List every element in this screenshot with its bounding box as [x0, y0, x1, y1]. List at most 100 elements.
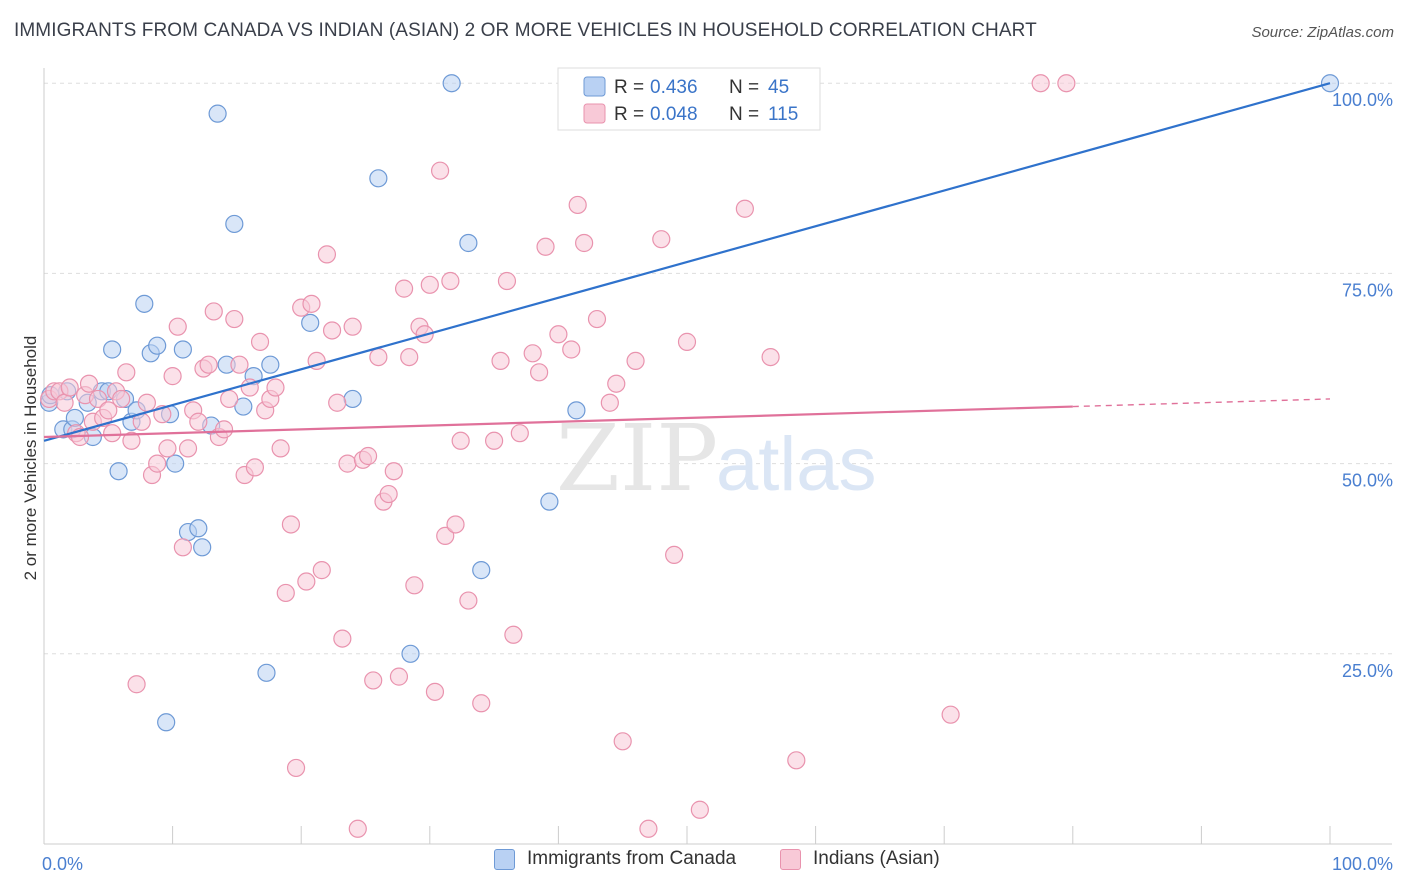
point-indian[interactable] [510, 424, 529, 443]
point-canada[interactable] [173, 340, 192, 359]
point-indian[interactable] [568, 195, 587, 215]
point-indian[interactable] [665, 545, 684, 565]
point-indian[interactable] [230, 355, 249, 374]
point-indian[interactable] [451, 431, 470, 450]
point-canada[interactable] [208, 104, 227, 123]
point-canada[interactable] [234, 397, 253, 416]
point-canada[interactable] [189, 519, 208, 538]
point-indian[interactable] [312, 561, 331, 580]
point-indian[interactable] [178, 439, 198, 458]
point-indian[interactable] [137, 393, 156, 412]
point-indian[interactable] [425, 682, 445, 701]
point-indian[interactable] [333, 629, 352, 648]
point-indian[interactable] [286, 758, 306, 778]
point-indian[interactable] [122, 431, 141, 450]
point-indian[interactable] [276, 583, 295, 603]
point-canada[interactable] [459, 233, 478, 253]
point-canada[interactable] [166, 454, 185, 473]
point-indian[interactable] [389, 667, 409, 686]
point-indian[interactable] [400, 347, 419, 367]
point-indian[interactable] [491, 351, 510, 371]
point-indian[interactable] [600, 393, 619, 412]
point-indian[interactable] [613, 732, 632, 751]
point-indian[interactable] [364, 671, 383, 690]
point-indian[interactable] [127, 675, 146, 694]
point-indian[interactable] [189, 412, 208, 431]
point-canada[interactable] [109, 462, 128, 481]
point-indian[interactable] [328, 393, 347, 412]
point-canada[interactable] [472, 561, 491, 580]
point-indian[interactable] [112, 389, 131, 409]
point-indian[interactable] [430, 161, 450, 180]
point-indian[interactable] [735, 199, 754, 218]
point-canada[interactable] [148, 336, 167, 355]
point-indian[interactable] [497, 271, 517, 291]
point-indian[interactable] [562, 340, 581, 359]
point-canada[interactable] [261, 355, 280, 374]
point-indian[interactable] [163, 367, 182, 386]
point-indian[interactable] [250, 332, 270, 351]
point-indian[interactable] [99, 401, 118, 420]
point-indian[interactable] [214, 420, 234, 439]
point-indian[interactable] [103, 424, 122, 443]
point-indian[interactable] [297, 572, 316, 591]
point-indian[interactable] [266, 378, 285, 397]
point-canada[interactable] [567, 401, 586, 420]
point-indian[interactable] [358, 446, 378, 466]
point-indian[interactable] [168, 317, 187, 336]
point-indian[interactable] [317, 245, 337, 264]
point-canada[interactable] [540, 492, 559, 511]
point-indian[interactable] [158, 439, 177, 458]
point-indian[interactable] [639, 819, 658, 838]
point-canada[interactable] [442, 74, 461, 93]
point-indian[interactable] [220, 389, 239, 409]
point-indian[interactable] [394, 279, 414, 298]
point-indian[interactable] [405, 576, 424, 595]
legend-item-immigrants-from-canada[interactable]: Immigrants from Canada [494, 848, 736, 870]
point-indian[interactable] [322, 321, 342, 340]
point-indian[interactable] [379, 484, 398, 504]
point-indian[interactable] [690, 800, 709, 819]
point-indian[interactable] [60, 378, 79, 397]
point-indian[interactable] [530, 363, 549, 382]
point-indian[interactable] [472, 694, 491, 713]
point-canada[interactable] [257, 663, 276, 682]
point-indian[interactable] [79, 374, 99, 393]
point-indian[interactable] [441, 271, 460, 291]
point-canada[interactable] [301, 313, 320, 332]
point-indian[interactable] [523, 344, 542, 363]
point-indian[interactable] [271, 439, 290, 458]
point-indian[interactable] [459, 591, 478, 610]
point-indian[interactable] [485, 431, 504, 450]
point-indian[interactable] [1057, 74, 1076, 93]
point-indian[interactable] [302, 294, 321, 313]
point-indian[interactable] [281, 515, 301, 534]
point-indian[interactable] [436, 526, 455, 545]
point-indian[interactable] [1031, 74, 1050, 93]
point-indian[interactable] [199, 355, 218, 374]
point-indian[interactable] [117, 363, 136, 382]
point-indian[interactable] [536, 237, 555, 256]
point-indian[interactable] [607, 374, 626, 393]
point-indian[interactable] [761, 347, 780, 367]
point-indian[interactable] [652, 230, 671, 249]
point-indian[interactable] [504, 625, 523, 644]
point-indian[interactable] [587, 309, 607, 329]
point-canada[interactable] [157, 713, 176, 732]
point-indian[interactable] [348, 819, 367, 838]
point-indian[interactable] [338, 454, 357, 473]
point-indian[interactable] [343, 317, 362, 336]
point-indian[interactable] [941, 705, 960, 724]
point-indian[interactable] [549, 325, 568, 344]
point-indian[interactable] [369, 347, 388, 367]
point-indian[interactable] [626, 351, 645, 371]
point-indian[interactable] [245, 458, 265, 477]
point-indian[interactable] [55, 393, 74, 412]
point-canada[interactable] [343, 389, 362, 409]
point-canada[interactable] [401, 644, 420, 663]
point-indian[interactable] [677, 332, 697, 351]
point-indian[interactable] [575, 233, 594, 253]
point-canada[interactable] [103, 340, 122, 359]
point-indian[interactable] [446, 515, 465, 534]
point-indian[interactable] [204, 302, 223, 321]
